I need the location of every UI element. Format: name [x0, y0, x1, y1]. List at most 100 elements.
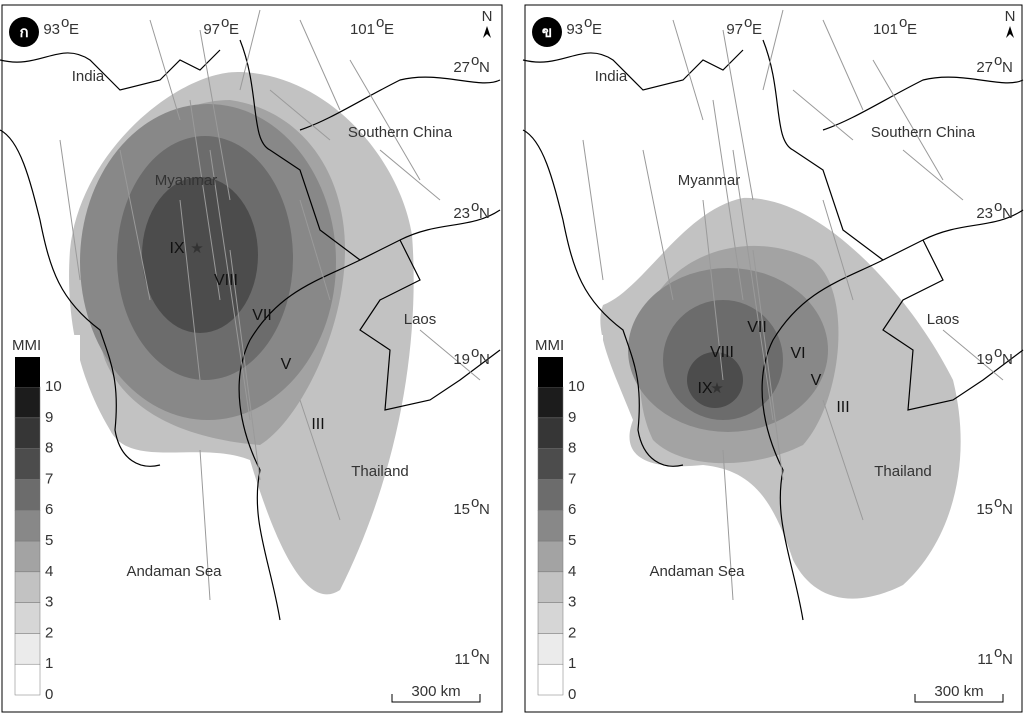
- place-label: Andaman Sea: [126, 563, 222, 580]
- map-panel: 93 o E 97 o E 101 o E27 o N23 o N19 o N15 o N11 o NNIndiaS…: [0, 4, 503, 713]
- place-label: Andaman Sea: [649, 563, 745, 580]
- north-label: N: [482, 8, 493, 25]
- hemisphere-label: N: [479, 59, 490, 76]
- legend-tick-label: 10: [45, 378, 62, 395]
- legend-swatch: [537, 417, 564, 449]
- legend-swatch: [14, 602, 41, 634]
- degree-symbol: o: [994, 198, 1002, 215]
- scale-bar-label: 300 km: [411, 683, 460, 700]
- hemisphere-label: E: [907, 21, 917, 38]
- panel-badge: [532, 17, 562, 47]
- degree-symbol: o: [994, 52, 1002, 69]
- degree-symbol: o: [899, 14, 907, 31]
- legend-title: MMI: [12, 337, 41, 354]
- degree-symbol: o: [994, 344, 1002, 361]
- legend-tick-label: 1: [568, 655, 576, 672]
- intensity-label: V: [811, 372, 822, 389]
- longitude-label: 101: [350, 21, 375, 38]
- north-arrow: [483, 26, 491, 38]
- hemisphere-label: N: [1002, 59, 1013, 76]
- place-label: India: [72, 68, 105, 85]
- scale-bar-label: 300 km: [934, 683, 983, 700]
- intensity-label: IX: [169, 240, 184, 257]
- intensity-label: VI: [790, 345, 805, 362]
- degree-symbol: o: [994, 494, 1002, 511]
- degree-symbol: o: [471, 52, 479, 69]
- legend-tick-label: 0: [568, 686, 576, 703]
- contour: [687, 352, 743, 408]
- hemisphere-label: E: [592, 21, 602, 38]
- legend-tick-label: 4: [45, 563, 53, 580]
- intensity-label: VII: [252, 307, 272, 324]
- hemisphere-label: N: [1002, 351, 1013, 368]
- map-panel: 93 o E 97 o E 101 o E27 o N23 o N19 o N15 o N11 o NNIndiaS…: [522, 4, 1024, 713]
- latitude-label: 19: [453, 351, 470, 368]
- intensity-label: V: [281, 356, 292, 373]
- legend-swatch: [537, 633, 564, 665]
- place-label: Myanmar: [678, 172, 741, 189]
- legend-swatch: [537, 663, 564, 696]
- scale-bar: [391, 694, 481, 703]
- latitude-label: 23: [453, 205, 470, 222]
- latitude-label: 23: [976, 205, 993, 222]
- legend-swatch: [537, 479, 564, 511]
- latitude-label: 15: [453, 501, 470, 518]
- latitude-label: 11: [977, 651, 993, 668]
- legend-swatch: [14, 540, 41, 573]
- degree-symbol: o: [471, 494, 479, 511]
- place-label: Laos: [927, 311, 960, 328]
- legend-tick-label: 2: [568, 624, 576, 641]
- latitude-label: 27: [976, 59, 993, 76]
- legend-tick-label: 8: [568, 440, 576, 457]
- longitude-label: 93: [43, 21, 60, 38]
- legend-swatch: [537, 602, 564, 634]
- legend-swatch: [14, 509, 41, 542]
- panel-badge-label: ข: [542, 24, 552, 41]
- legend-tick-label: 1: [45, 655, 53, 672]
- place-label: Southern China: [871, 124, 976, 141]
- legend-swatch: [537, 571, 564, 603]
- legend-swatch: [537, 448, 564, 480]
- hemisphere-label: E: [752, 21, 762, 38]
- intensity-label: VII: [747, 319, 767, 336]
- degree-symbol: o: [471, 198, 479, 215]
- legend-tick-label: 7: [568, 470, 576, 487]
- hemisphere-label: N: [479, 351, 490, 368]
- legend-swatch: [14, 386, 41, 419]
- place-label: Myanmar: [155, 172, 218, 189]
- degree-symbol: o: [471, 344, 479, 361]
- legend-tick-label: 6: [568, 501, 576, 518]
- hemisphere-label: E: [384, 21, 394, 38]
- place-label: Thailand: [874, 463, 932, 480]
- legend-tick-label: 9: [568, 409, 576, 426]
- epicenter: ★: [190, 240, 203, 257]
- hemisphere-label: N: [1002, 205, 1013, 222]
- hemisphere-label: E: [229, 21, 239, 38]
- latitude-label: 15: [976, 501, 993, 518]
- legend-tick-label: 10: [568, 378, 585, 395]
- place-label: Southern China: [348, 124, 453, 141]
- legend-tick-label: 9: [45, 409, 53, 426]
- degree-symbol: o: [221, 14, 229, 31]
- longitude-label: 97: [203, 21, 220, 38]
- place-label: Thailand: [351, 463, 409, 480]
- legend-swatch: [14, 479, 41, 511]
- legend-top: [538, 357, 563, 387]
- legend-swatch: [537, 540, 564, 573]
- longitude-label: 101: [873, 21, 898, 38]
- place-label: India: [595, 68, 628, 85]
- legend-tick-label: 4: [568, 563, 576, 580]
- hemisphere-label: N: [479, 651, 490, 668]
- epicenter: ★: [710, 380, 723, 397]
- legend-top: [15, 357, 40, 387]
- intensity-label: III: [311, 416, 324, 433]
- legend-swatch: [14, 448, 41, 480]
- latitude-label: 19: [976, 351, 993, 368]
- degree-symbol: o: [471, 644, 479, 661]
- degree-symbol: o: [584, 14, 592, 31]
- north-label: N: [1005, 8, 1016, 25]
- hemisphere-label: N: [1002, 501, 1013, 518]
- legend-tick-label: 3: [568, 594, 576, 611]
- legend-tick-label: 3: [45, 594, 53, 611]
